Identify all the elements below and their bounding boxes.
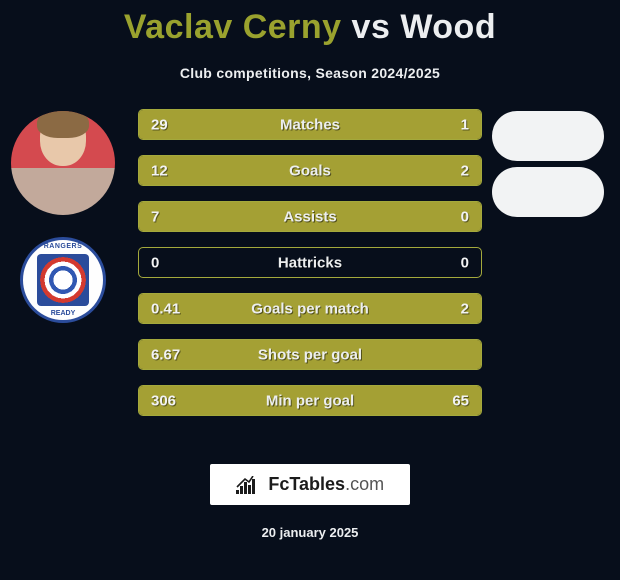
- bar-label: Shots per goal: [139, 346, 481, 363]
- brand-suffix: .com: [345, 474, 384, 494]
- stat-bar: 6.67Shots per goal: [138, 339, 482, 370]
- brand-badge: FcTables.com: [210, 464, 410, 505]
- badge-inner: [37, 254, 89, 306]
- stat-bar: 291Matches: [138, 109, 482, 140]
- title-player1: Vaclav Cerny: [124, 8, 342, 46]
- bar-label: Hattricks: [139, 254, 481, 271]
- badge-text-top: RANGERS: [23, 243, 103, 250]
- bar-label: Goals: [139, 162, 481, 179]
- brand-text: FcTables.com: [268, 474, 384, 494]
- player2-club-placeholder: [492, 167, 604, 217]
- brand-icon: [236, 476, 258, 494]
- stat-bar: 30665Min per goal: [138, 385, 482, 416]
- stat-bar: 0.412Goals per match: [138, 293, 482, 324]
- player1-club-badge: RANGERS READY: [20, 237, 106, 323]
- stat-bar: 70Assists: [138, 201, 482, 232]
- player2-avatar-placeholder: [492, 111, 604, 161]
- footer: FcTables.com 20 january 2025: [0, 464, 620, 540]
- page-title: Vaclav Cerny vs Wood: [0, 0, 620, 47]
- bar-label: Assists: [139, 208, 481, 225]
- title-vs: vs: [352, 8, 391, 46]
- subtitle: Club competitions, Season 2024/2025: [0, 65, 620, 81]
- left-column: RANGERS READY: [8, 111, 118, 323]
- date-text: 20 january 2025: [0, 525, 620, 540]
- bar-label: Matches: [139, 116, 481, 133]
- bar-label: Goals per match: [139, 300, 481, 317]
- bar-label: Min per goal: [139, 392, 481, 409]
- stat-bar: 00Hattricks: [138, 247, 482, 278]
- title-player2: Wood: [400, 8, 496, 46]
- stat-bar: 122Goals: [138, 155, 482, 186]
- player1-avatar: [11, 111, 115, 215]
- comparison-bars: 291Matches 122Goals 70Assists 00Hattricks 0.…: [138, 109, 482, 431]
- right-column: [488, 111, 608, 223]
- badge-text-bottom: READY: [23, 310, 103, 317]
- comparison-panel: RANGERS READY 291Matches 122Goals 70Assist…: [0, 101, 620, 441]
- brand-name: FcTables: [268, 474, 345, 494]
